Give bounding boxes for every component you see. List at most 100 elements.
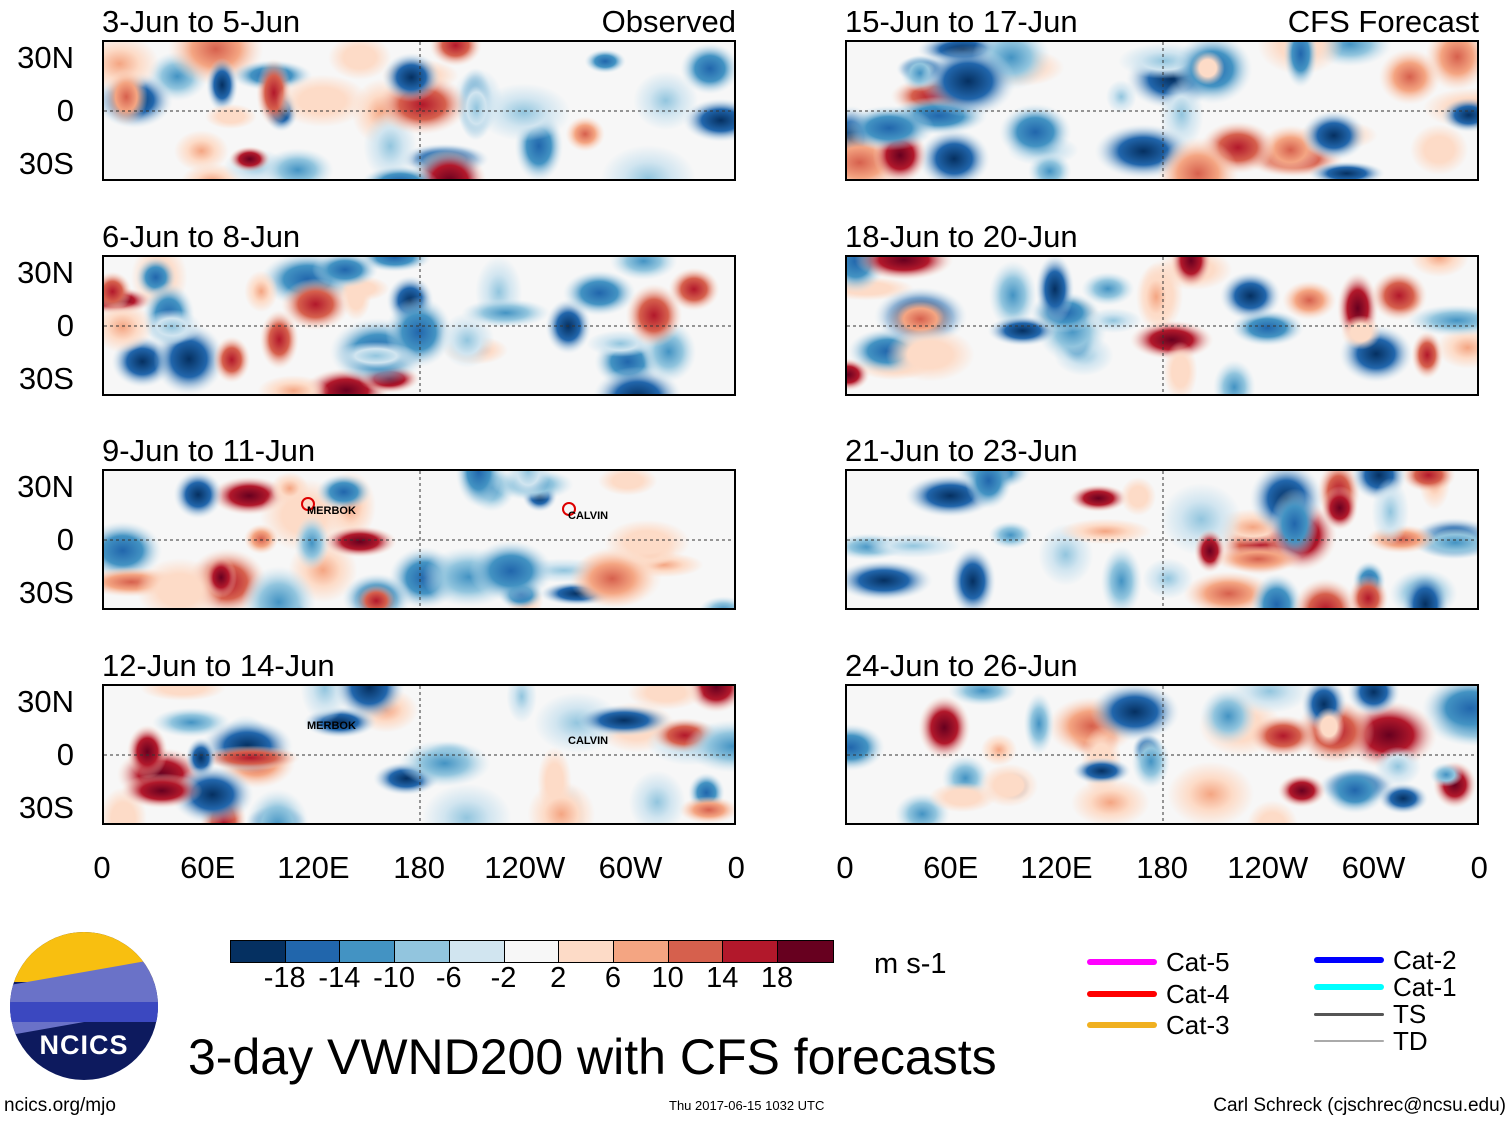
storm-label: MERBOK <box>307 720 356 732</box>
colorbar-swatch <box>448 940 506 963</box>
anomaly-blob <box>1142 558 1194 599</box>
anomaly-blob <box>1421 686 1477 742</box>
anomaly-blob <box>699 596 734 608</box>
anomaly-blob <box>847 560 933 601</box>
colorbar-units: m s-1 <box>874 948 947 980</box>
panel-title: 12-Jun to 14-Jun <box>102 648 335 683</box>
lon-label: 60E <box>180 850 236 885</box>
colorbar-label: 6 <box>604 962 621 994</box>
colorbar-swatch <box>339 940 397 963</box>
anomaly-blob <box>334 341 418 370</box>
lon-label: 60W <box>1341 850 1406 885</box>
anomaly-blob <box>421 783 512 823</box>
colorbar-label: -6 <box>435 962 462 994</box>
anomaly-blob <box>920 45 1016 118</box>
wind-field <box>104 471 734 608</box>
lat-label: 30S <box>18 146 74 181</box>
anomaly-blob <box>1120 477 1157 516</box>
anomaly-blob <box>668 267 720 311</box>
anomaly-blob <box>1213 359 1256 394</box>
anomaly-blob <box>506 471 551 499</box>
panel-title: 24-Jun to 26-Jun <box>845 648 1078 683</box>
anomaly-blob <box>1070 778 1150 823</box>
lon-label: 180 <box>1136 850 1188 885</box>
anomaly-blob <box>627 686 705 710</box>
anomaly-blob <box>628 770 686 823</box>
map-panel <box>845 469 1479 610</box>
anomaly-blob <box>604 519 690 565</box>
anomaly-blob <box>1249 714 1317 757</box>
anomaly-blob <box>104 68 148 126</box>
anomaly-blob <box>316 473 372 511</box>
footer-url[interactable]: ncics.org/mjo <box>4 1095 116 1116</box>
anomaly-blob <box>1023 692 1055 755</box>
anomaly-blob <box>243 523 279 555</box>
anomaly-blob <box>1313 707 1345 747</box>
anomaly-blob <box>1081 271 1135 306</box>
colorbar-swatch <box>394 940 451 963</box>
anomaly-blob <box>576 704 672 737</box>
storm-marker-icon <box>301 497 315 511</box>
anomaly-blob <box>1283 42 1318 88</box>
anomaly-blob <box>311 257 379 288</box>
anomaly-blob <box>1167 761 1254 823</box>
anomaly-blob <box>506 686 537 723</box>
anomaly-blob <box>206 57 239 112</box>
anomaly-blob <box>1370 270 1428 321</box>
colorbar-label: -10 <box>373 962 416 994</box>
panel-title: 3-Jun to 5-Jun <box>102 4 301 39</box>
colorbar-swatch <box>722 940 779 963</box>
anomaly-blob <box>241 565 316 608</box>
anomaly-blob <box>213 336 251 383</box>
colorbar-swatch <box>284 940 342 963</box>
anomaly-blob <box>476 83 571 142</box>
anomaly-blob <box>461 298 551 328</box>
anomaly-blob <box>562 270 636 316</box>
panel-title: 9-Jun to 11-Jun <box>102 433 316 468</box>
anomaly-blob <box>1270 488 1319 560</box>
map-panel <box>102 469 736 610</box>
anomaly-blob <box>257 375 330 394</box>
anomaly-blob <box>412 148 487 179</box>
legend-line <box>1087 991 1157 997</box>
legend-label: Cat-5 <box>1166 947 1230 977</box>
anomaly-blob <box>988 521 1033 549</box>
anomaly-blob <box>625 283 683 348</box>
anomaly-blob <box>1410 124 1469 176</box>
anomaly-blob <box>1105 79 1137 114</box>
anomaly-blob <box>1301 110 1367 161</box>
anomaly-blob <box>1129 320 1214 360</box>
colorbar-label: 2 <box>550 962 567 994</box>
anomaly-blob <box>382 52 441 103</box>
anomaly-blob <box>173 471 223 519</box>
legend-line <box>1314 957 1384 963</box>
legend-label: Cat-4 <box>1166 979 1230 1009</box>
anomaly-blob <box>1440 97 1477 133</box>
anomaly-blob <box>609 257 678 281</box>
anomaly-blob <box>1371 477 1410 546</box>
anomaly-blob <box>275 74 369 128</box>
anomaly-blob <box>999 103 1072 161</box>
anomaly-blob <box>1219 271 1282 321</box>
footer-author: Carl Schreck (cjschrec@ncsu.edu) <box>1213 1095 1506 1116</box>
anomaly-blob <box>678 796 734 823</box>
anomaly-blob <box>136 558 223 608</box>
anomaly-blob <box>261 148 334 179</box>
colorbar-swatch <box>612 940 670 963</box>
lon-label: 0 <box>93 850 111 885</box>
anomaly-blob <box>680 42 734 95</box>
anomaly-blob <box>948 686 1017 706</box>
lon-label: 120E <box>277 850 350 885</box>
lat-label: 30S <box>18 361 74 396</box>
anomaly-blob <box>1321 485 1359 531</box>
panel-title: 15-Jun to 17-Jun <box>845 4 1078 39</box>
anomaly-blob <box>928 782 997 813</box>
anomaly-blob <box>1323 766 1387 814</box>
anomaly-blob <box>1059 518 1152 545</box>
legend-label: Cat-1 <box>1393 972 1457 1002</box>
colorbar-swatch <box>667 940 725 963</box>
legend-line <box>1314 984 1384 990</box>
anomaly-blob <box>980 733 1018 766</box>
lat-label: 30S <box>18 790 74 825</box>
figure-title: 3-day VWND200 with CFS forecasts <box>188 1029 997 1085</box>
